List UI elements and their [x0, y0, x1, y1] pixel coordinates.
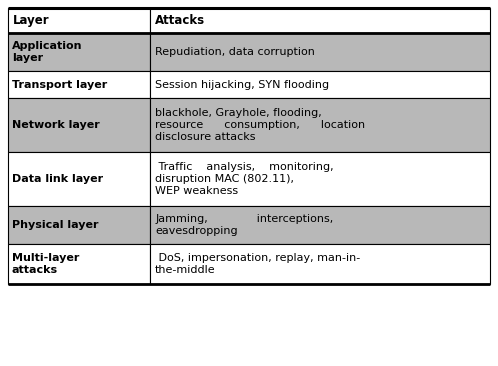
Text: Application
layer: Application layer — [12, 41, 83, 63]
Bar — [8, 71, 150, 98]
Text: Session hijacking, SYN flooding: Session hijacking, SYN flooding — [155, 79, 329, 90]
Text: Transport layer: Transport layer — [12, 79, 107, 90]
Text: Traffic    analysis,    monitoring,
disruption MAC (802.11),
WEP weakness: Traffic analysis, monitoring, disruption… — [155, 162, 334, 196]
Text: Jamming,              interceptions,
eavesdropping: Jamming, interceptions, eavesdropping — [155, 214, 334, 236]
Text: Multi-layer
attacks: Multi-layer attacks — [12, 253, 79, 275]
Bar — [150, 33, 490, 71]
Bar — [150, 8, 490, 33]
Text: Physical layer: Physical layer — [12, 220, 99, 230]
Text: blackhole, Grayhole, flooding,
resource      consumption,      location
disclosu: blackhole, Grayhole, flooding, resource … — [155, 108, 366, 142]
Bar — [8, 244, 150, 284]
Bar — [8, 33, 150, 71]
Text: Repudiation, data corruption: Repudiation, data corruption — [155, 47, 315, 57]
Text: Attacks: Attacks — [155, 14, 205, 27]
Bar — [150, 206, 490, 244]
Bar — [150, 152, 490, 206]
Text: Layer: Layer — [13, 14, 50, 27]
Bar — [8, 8, 150, 33]
Bar — [8, 206, 150, 244]
Bar — [8, 98, 150, 152]
Bar — [8, 152, 150, 206]
Bar — [150, 244, 490, 284]
Bar — [150, 71, 490, 98]
Bar — [150, 98, 490, 152]
Text: Network layer: Network layer — [12, 120, 100, 130]
Text: DoS, impersonation, replay, man-in-
the-middle: DoS, impersonation, replay, man-in- the-… — [155, 253, 361, 275]
Text: Data link layer: Data link layer — [12, 174, 103, 184]
